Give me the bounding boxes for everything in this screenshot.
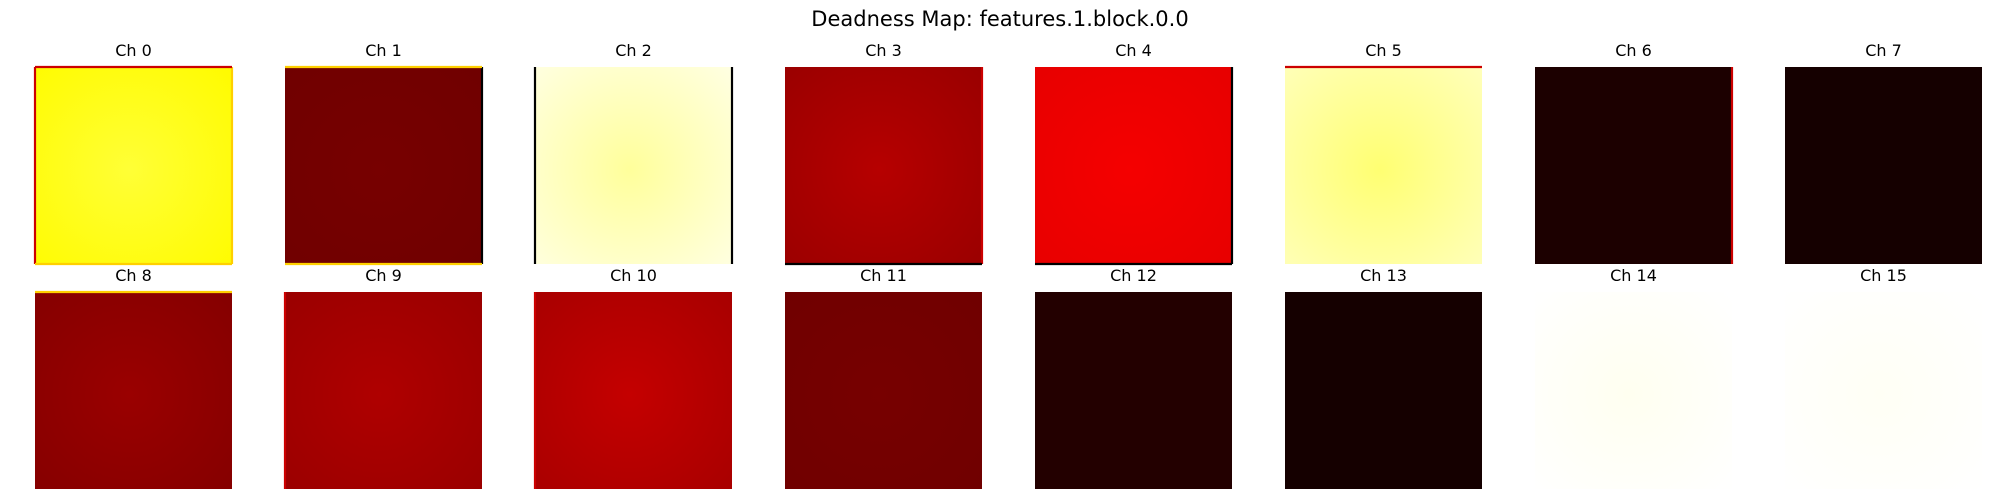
heatmap-cell bbox=[35, 292, 232, 489]
heatmap-cell bbox=[1785, 292, 1982, 489]
heatmap-cell bbox=[785, 292, 982, 489]
heatmap-cell bbox=[1535, 292, 1732, 489]
heatmap-cell bbox=[535, 67, 732, 264]
panel-title: Ch 4 bbox=[1115, 41, 1152, 60]
heatmap-cell bbox=[1285, 67, 1482, 264]
heatmap-cell bbox=[1785, 67, 1982, 264]
panel-title: Ch 9 bbox=[365, 266, 402, 285]
panel-title: Ch 3 bbox=[865, 41, 902, 60]
panel-title: Ch 15 bbox=[1860, 266, 1907, 285]
panel-title: Ch 8 bbox=[115, 266, 152, 285]
panel-title: Ch 6 bbox=[1615, 41, 1652, 60]
heatmap-cell bbox=[785, 67, 982, 264]
heatmap-cell bbox=[1535, 67, 1732, 264]
heatmap-panels: Ch 0 Ch 1 Ch 2 Ch 3 Ch 4 Ch 5 Ch 6 Ch 7 Ch 8 Ch 9… bbox=[33, 41, 1982, 489]
panel-title: Ch 14 bbox=[1610, 266, 1657, 285]
panel-title: Ch 12 bbox=[1110, 266, 1157, 285]
heatmap-cell bbox=[285, 67, 482, 264]
figure-title: Deadness Map: features.1.block.0.0 bbox=[811, 7, 1188, 31]
panel-title: Ch 11 bbox=[860, 266, 907, 285]
heatmap-cell bbox=[35, 67, 232, 264]
panel-title: Ch 5 bbox=[1365, 41, 1402, 60]
panel-title: Ch 7 bbox=[1865, 41, 1902, 60]
panel-title: Ch 2 bbox=[615, 41, 652, 60]
panel-title: Ch 10 bbox=[610, 266, 657, 285]
heatmap-cell bbox=[285, 292, 482, 489]
panel-title: Ch 1 bbox=[365, 41, 402, 60]
heatmap-cell bbox=[1035, 292, 1232, 489]
heatmap-cell bbox=[1285, 292, 1482, 489]
heatmap-cell bbox=[535, 292, 732, 489]
panel-title: Ch 0 bbox=[115, 41, 152, 60]
heatmap-cell bbox=[1035, 67, 1232, 264]
panel-title: Ch 13 bbox=[1360, 266, 1407, 285]
